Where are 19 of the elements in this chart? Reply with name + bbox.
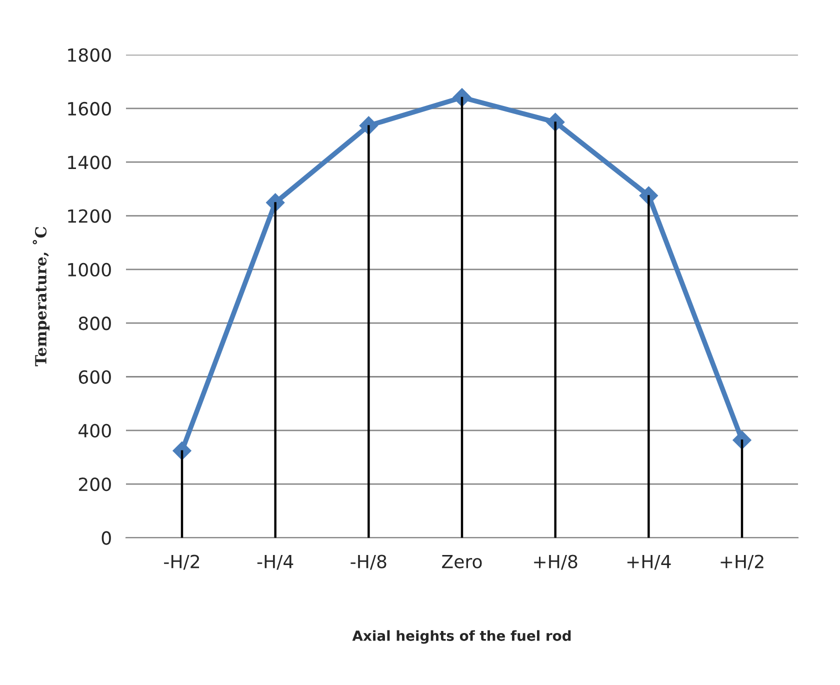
x-tick-label: +H/8	[534, 554, 578, 570]
y-tick-label: 1200	[68, 209, 111, 223]
y-tick-label: 1000	[68, 262, 111, 277]
y-tick-label: 1400	[68, 156, 111, 170]
x-tick-label: Zero	[442, 554, 482, 568]
y-tick-label: 600	[78, 370, 111, 384]
x-tick-label: +H/4	[627, 554, 671, 570]
y-tick-label: 400	[78, 424, 111, 438]
y-tick-label: 0	[102, 531, 111, 545]
x-tick-label: -H/8	[350, 554, 386, 570]
x-tick-label: -H/2	[164, 554, 200, 570]
y-tick-label: 200	[78, 478, 111, 492]
x-axis-title: Axial heights of the fuel rod	[352, 630, 571, 644]
y-tick-label: 1600	[68, 102, 111, 116]
y-axis-title: Temperature, ˚C	[32, 226, 50, 366]
x-tick-label: +H/2	[720, 554, 764, 570]
y-tick-label: 1800	[68, 48, 111, 62]
y-tick-label: 800	[78, 316, 111, 330]
x-tick-label: -H/4	[257, 554, 294, 570]
